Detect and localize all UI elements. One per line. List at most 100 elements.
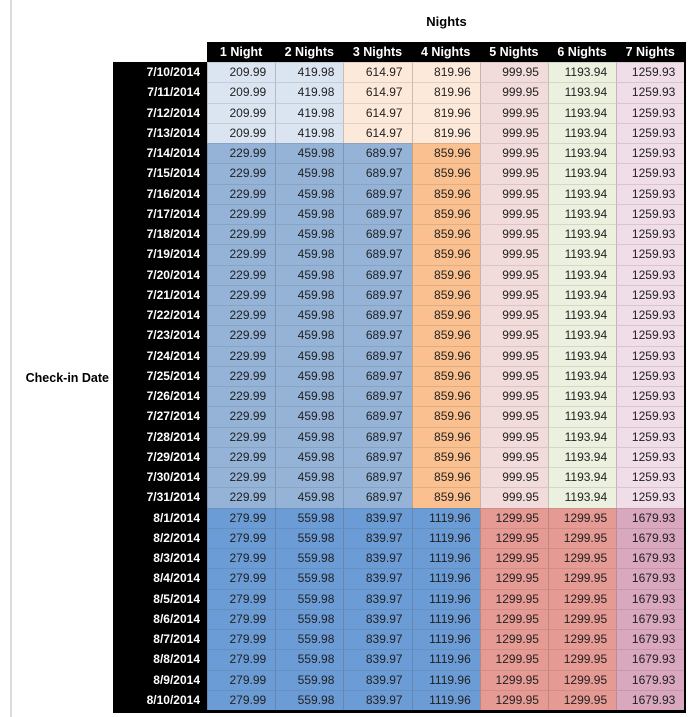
price-cell[interactable]: 689.97	[343, 284, 412, 305]
price-cell[interactable]: 689.97	[343, 143, 412, 164]
price-cell[interactable]: 1193.94	[547, 203, 617, 224]
price-cell[interactable]: 859.96	[411, 183, 480, 204]
price-cell[interactable]: 999.95	[479, 406, 548, 427]
price-cell[interactable]: 999.95	[479, 365, 548, 386]
price-cell[interactable]: 229.99	[207, 365, 276, 386]
price-cell[interactable]: 459.98	[275, 203, 344, 224]
price-cell[interactable]: 1299.95	[547, 629, 617, 650]
price-cell[interactable]: 1259.93	[616, 122, 685, 143]
price-cell[interactable]: 999.95	[479, 163, 548, 184]
date-cell[interactable]: 8/9/2014	[113, 669, 207, 690]
price-cell[interactable]: 1679.93	[616, 568, 685, 589]
price-cell[interactable]: 859.96	[411, 426, 480, 447]
price-cell[interactable]: 999.95	[479, 143, 548, 164]
price-cell[interactable]: 229.99	[207, 143, 276, 164]
price-cell[interactable]: 459.98	[275, 143, 344, 164]
price-cell[interactable]: 999.95	[479, 446, 548, 467]
price-cell[interactable]: 1259.93	[616, 82, 685, 103]
price-cell[interactable]: 999.95	[479, 203, 548, 224]
price-cell[interactable]: 229.99	[207, 426, 276, 447]
price-cell[interactable]: 689.97	[343, 183, 412, 204]
date-cell[interactable]: 7/27/2014	[113, 406, 207, 427]
price-cell[interactable]: 279.99	[207, 507, 276, 528]
price-cell[interactable]: 209.99	[207, 122, 276, 143]
price-cell[interactable]: 689.97	[343, 467, 412, 488]
price-cell[interactable]: 1299.95	[547, 507, 617, 528]
date-cell[interactable]: 8/5/2014	[113, 588, 207, 609]
price-cell[interactable]: 839.97	[343, 689, 412, 710]
price-cell[interactable]: 229.99	[207, 244, 276, 265]
price-cell[interactable]: 459.98	[275, 284, 344, 305]
price-cell[interactable]: 229.99	[207, 386, 276, 407]
price-cell[interactable]: 689.97	[343, 426, 412, 447]
price-cell[interactable]: 229.99	[207, 264, 276, 285]
price-cell[interactable]: 1193.94	[547, 284, 617, 305]
price-cell[interactable]: 999.95	[479, 487, 548, 508]
price-cell[interactable]: 1259.93	[616, 426, 685, 447]
price-cell[interactable]: 859.96	[411, 467, 480, 488]
column-header[interactable]: 3 Nights	[343, 42, 412, 62]
date-cell[interactable]: 8/8/2014	[113, 649, 207, 670]
price-cell[interactable]: 999.95	[479, 284, 548, 305]
price-cell[interactable]: 279.99	[207, 669, 276, 690]
price-cell[interactable]: 614.97	[343, 122, 412, 143]
price-cell[interactable]: 1679.93	[616, 527, 685, 548]
price-cell[interactable]: 459.98	[275, 163, 344, 184]
price-cell[interactable]: 1259.93	[616, 183, 685, 204]
price-cell[interactable]: 459.98	[275, 345, 344, 366]
price-cell[interactable]: 1259.93	[616, 102, 685, 123]
price-cell[interactable]: 1299.95	[479, 608, 548, 629]
column-header[interactable]: 1 Night	[207, 42, 276, 62]
date-cell[interactable]: 7/14/2014	[113, 143, 207, 164]
column-header[interactable]: 5 Nights	[479, 42, 548, 62]
price-cell[interactable]: 459.98	[275, 264, 344, 285]
price-cell[interactable]: 279.99	[207, 548, 276, 569]
date-cell[interactable]: 7/11/2014	[113, 82, 207, 103]
price-cell[interactable]: 1193.94	[547, 102, 617, 123]
price-cell[interactable]: 819.96	[411, 62, 480, 83]
price-cell[interactable]: 839.97	[343, 629, 412, 650]
price-cell[interactable]: 999.95	[479, 122, 548, 143]
price-cell[interactable]: 559.98	[275, 649, 344, 670]
price-cell[interactable]: 839.97	[343, 507, 412, 528]
date-cell[interactable]: 7/10/2014	[113, 62, 207, 83]
price-cell[interactable]: 689.97	[343, 365, 412, 386]
column-header[interactable]: 6 Nights	[547, 42, 617, 62]
date-cell[interactable]: 7/19/2014	[113, 244, 207, 265]
date-cell[interactable]: 7/15/2014	[113, 163, 207, 184]
price-cell[interactable]: 839.97	[343, 669, 412, 690]
price-cell[interactable]: 1679.93	[616, 548, 685, 569]
price-cell[interactable]: 839.97	[343, 568, 412, 589]
price-cell[interactable]: 999.95	[479, 325, 548, 346]
price-cell[interactable]: 229.99	[207, 406, 276, 427]
price-cell[interactable]: 689.97	[343, 386, 412, 407]
price-cell[interactable]: 419.98	[275, 122, 344, 143]
price-cell[interactable]: 1259.93	[616, 446, 685, 467]
price-cell[interactable]: 459.98	[275, 183, 344, 204]
price-cell[interactable]: 559.98	[275, 669, 344, 690]
price-cell[interactable]: 1679.93	[616, 669, 685, 690]
price-cell[interactable]: 1193.94	[547, 365, 617, 386]
price-cell[interactable]: 859.96	[411, 487, 480, 508]
date-cell[interactable]: 8/2/2014	[113, 527, 207, 548]
price-cell[interactable]: 1193.94	[547, 487, 617, 508]
price-cell[interactable]: 229.99	[207, 203, 276, 224]
price-cell[interactable]: 819.96	[411, 82, 480, 103]
price-cell[interactable]: 859.96	[411, 365, 480, 386]
price-cell[interactable]: 1299.95	[479, 507, 548, 528]
price-cell[interactable]: 559.98	[275, 608, 344, 629]
price-cell[interactable]: 1193.94	[547, 426, 617, 447]
date-cell[interactable]: 7/25/2014	[113, 365, 207, 386]
price-cell[interactable]: 559.98	[275, 568, 344, 589]
price-cell[interactable]: 999.95	[479, 62, 548, 83]
price-cell[interactable]: 1299.95	[479, 669, 548, 690]
date-cell[interactable]: 7/23/2014	[113, 325, 207, 346]
price-cell[interactable]: 229.99	[207, 487, 276, 508]
price-cell[interactable]: 459.98	[275, 426, 344, 447]
date-cell[interactable]: 7/13/2014	[113, 122, 207, 143]
price-cell[interactable]: 839.97	[343, 649, 412, 670]
price-cell[interactable]: 839.97	[343, 608, 412, 629]
price-cell[interactable]: 1119.96	[411, 669, 480, 690]
price-cell[interactable]: 689.97	[343, 325, 412, 346]
price-cell[interactable]: 1119.96	[411, 568, 480, 589]
